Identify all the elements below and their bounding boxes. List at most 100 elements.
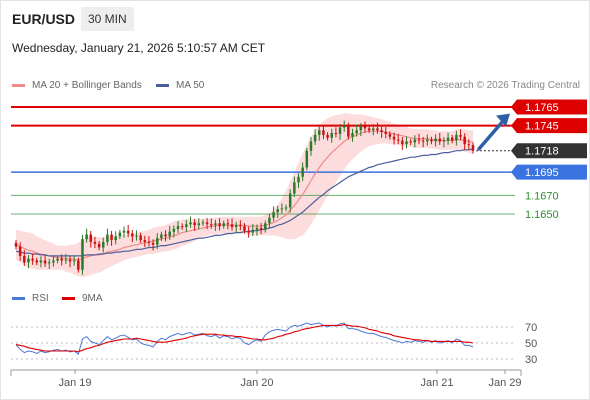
candle-body xyxy=(64,259,68,261)
candle-body xyxy=(81,239,84,270)
candle-body xyxy=(459,134,462,137)
candle-body xyxy=(114,236,117,241)
candle-body xyxy=(135,235,138,237)
candle-body xyxy=(446,137,450,141)
candle-body xyxy=(401,140,404,145)
candle-body xyxy=(342,125,346,128)
candle-body xyxy=(18,246,22,256)
x-tick-label: Jan 20 xyxy=(240,377,273,389)
candle-body xyxy=(156,238,159,245)
credit-text: Research © 2026 Trading Central xyxy=(430,80,580,91)
candle-body xyxy=(243,226,246,231)
candle-body xyxy=(168,231,171,237)
candle-body xyxy=(89,234,93,242)
candle-body xyxy=(426,139,429,142)
candle-body xyxy=(60,258,63,261)
candle-body xyxy=(118,232,122,237)
candle-body xyxy=(222,223,225,227)
candle-body xyxy=(160,234,163,239)
rsi-tick-30: 30 xyxy=(525,354,537,366)
candle-body xyxy=(193,222,196,226)
resistance-1-label: 1.1745 xyxy=(525,121,559,133)
candle-body xyxy=(43,260,47,264)
candle-body xyxy=(239,225,242,227)
candle-body xyxy=(463,136,466,145)
candle-body xyxy=(259,227,263,230)
rsi-swatch xyxy=(12,297,25,300)
candle-body xyxy=(122,230,126,233)
candle-body xyxy=(147,241,151,243)
candle-body xyxy=(280,208,284,210)
candle-body xyxy=(106,234,109,242)
candle-body xyxy=(409,141,412,143)
candle-body xyxy=(392,136,396,140)
instrument-title: EUR/USD xyxy=(12,11,76,27)
forecast-arrow-head xyxy=(496,113,510,127)
legend-rsi-ma: 9MA xyxy=(62,293,103,304)
legend-ma20-label: MA 20 + Bollinger Bands xyxy=(32,80,142,91)
legend-ma20: MA 20 + Bollinger Bands xyxy=(12,80,142,91)
candle-body xyxy=(151,242,155,245)
current-label: 1.1718 xyxy=(525,146,559,158)
bollinger-band xyxy=(16,113,473,278)
candle-body xyxy=(326,134,329,138)
candle-body xyxy=(23,255,26,263)
candle-body xyxy=(77,260,80,270)
support-3-label: 1.1650 xyxy=(525,209,559,221)
candle-body xyxy=(450,137,454,141)
candle-body xyxy=(189,222,192,225)
candle-body xyxy=(442,140,446,142)
forecast-arrow-shaft xyxy=(477,115,508,151)
candle-body xyxy=(430,139,433,142)
candle-body xyxy=(68,259,72,262)
candle-body xyxy=(172,228,176,232)
candle-body xyxy=(264,223,267,230)
candle-body xyxy=(197,223,201,226)
legend-rsi-label: RSI xyxy=(32,293,49,304)
legend-ma50: MA 50 xyxy=(156,80,204,91)
candle-body xyxy=(226,223,230,225)
candle-body xyxy=(255,227,259,230)
legend-rsi-ma-label: 9MA xyxy=(82,293,103,304)
candle-body xyxy=(351,133,354,137)
candle-body xyxy=(376,128,379,131)
candle-body xyxy=(72,260,76,262)
timeframe-button[interactable]: 30 MIN xyxy=(81,7,134,31)
candle-body xyxy=(380,130,383,133)
candle-body xyxy=(143,240,147,242)
x-tick-label: Jan 29 xyxy=(488,377,521,389)
current-tag xyxy=(511,143,587,159)
candle-body xyxy=(97,243,101,248)
legend-ma50-label: MA 50 xyxy=(176,80,205,91)
candle-body xyxy=(276,209,279,213)
candle-body xyxy=(31,258,34,261)
x-tick-label: Jan 19 xyxy=(58,377,91,389)
candle-body xyxy=(176,226,180,229)
candle-body xyxy=(367,128,371,131)
candle-body xyxy=(139,235,142,241)
candle-body xyxy=(180,226,184,228)
candle-body xyxy=(330,133,333,138)
candle-body xyxy=(52,260,55,263)
candle-body xyxy=(39,260,43,263)
rsi-ma-line xyxy=(15,324,474,353)
candle-body xyxy=(131,233,134,237)
support-2-label: 1.1670 xyxy=(525,190,559,202)
candle-body xyxy=(455,134,458,141)
candle-body xyxy=(247,230,250,233)
candle-body xyxy=(318,130,321,135)
rsi-line xyxy=(15,322,474,356)
resistance-2-tag xyxy=(511,99,587,115)
resistance-1-tag xyxy=(511,118,587,134)
candle-body xyxy=(185,224,188,228)
candle-body xyxy=(110,234,113,241)
ma20-swatch xyxy=(12,84,25,87)
candle-body xyxy=(214,223,217,226)
candle-body xyxy=(284,207,288,209)
candle-body xyxy=(434,138,437,142)
candle-body xyxy=(288,193,292,208)
candle-body xyxy=(210,224,213,226)
candle-body xyxy=(396,139,400,141)
candle-body xyxy=(14,242,18,247)
rsi-tick-50: 50 xyxy=(525,338,537,350)
